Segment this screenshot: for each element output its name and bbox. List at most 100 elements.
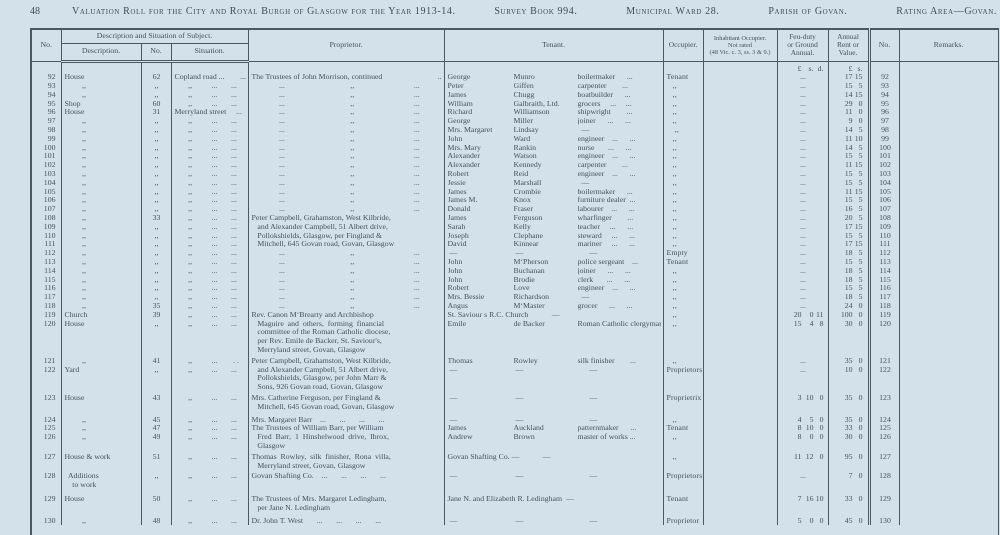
cell-feu-duty: ... xyxy=(776,249,829,259)
table-row-continuation: Mitchell, 645 Govan road, Govan, Glasgow xyxy=(30,402,999,412)
cell-annual-rent: 11 0 xyxy=(827,108,870,118)
cell-description xyxy=(60,328,142,338)
cell-feu-duty: 15 4 8 xyxy=(776,319,829,329)
cell-remarks xyxy=(898,275,999,285)
cell-description: ,, xyxy=(60,222,142,232)
cell-occupier: ,, xyxy=(662,266,704,276)
cell-roll-no: 123 xyxy=(867,391,900,403)
cell-roll-no: 97 xyxy=(867,117,900,127)
cell-feu-duty: ... xyxy=(776,90,829,100)
cell-roll-no: 100 xyxy=(867,143,900,153)
cell-annual-rent: 30 0 xyxy=(827,433,870,442)
cell-occupier: ,, xyxy=(662,240,704,250)
cell-description xyxy=(60,461,142,471)
cell-subject-no: 50 xyxy=(140,489,172,504)
cell-occupier: ,, xyxy=(662,117,704,127)
cell-situation xyxy=(170,61,249,74)
cell-inhabitant-occupier xyxy=(702,328,778,338)
cell-subject-no: ,, xyxy=(140,249,172,259)
cell-inhabitant-occupier xyxy=(702,134,778,144)
cell-roll-no: 111 xyxy=(867,240,900,250)
cell-inhabitant-occupier xyxy=(702,170,778,179)
cell-annual-rent xyxy=(827,503,870,513)
cell-remarks xyxy=(898,134,999,144)
cell-feu-duty: ... xyxy=(776,205,829,215)
table-row: 100 ,,,, ,, ... ......,,... Mrs. Mary Rank… xyxy=(30,143,999,153)
cell-tenant xyxy=(443,328,664,338)
cell-subject-no: ,, xyxy=(140,126,172,135)
cell-subject-no: ,, xyxy=(140,143,172,153)
cell-entry-no: 118 xyxy=(30,302,62,311)
cell-situation: ,, ... ... xyxy=(170,365,249,375)
cell-occupier: ,, xyxy=(662,99,704,109)
col-header-inhabitant: Inhabitant Occupier. Not rated (48 Vic. … xyxy=(702,28,778,62)
cell-proprietor: Sons, 926 Govan road, Govan, Glasgow xyxy=(247,383,445,392)
cell-entry-no: 121 xyxy=(30,354,62,366)
spacer-row xyxy=(30,525,999,535)
cell-description xyxy=(60,402,142,412)
cell-remarks xyxy=(898,126,999,135)
cell-description: ,, xyxy=(60,249,142,259)
cell-description xyxy=(60,441,142,451)
cell-feu-duty: ... xyxy=(776,284,829,294)
cell-annual-rent: 15 5 xyxy=(827,82,870,91)
cell-annual-rent: 18 5 xyxy=(827,266,870,276)
cell-proprietor: ...,,... xyxy=(247,266,445,276)
cell-proprietor: ...,,... xyxy=(247,196,445,206)
table-row-continuation: to work xyxy=(30,481,999,490)
cell-annual-rent: 20 5 xyxy=(827,214,870,223)
cell-inhabitant-occupier xyxy=(702,258,778,267)
cell-tenant: Thomas Rowley silk finisher ... xyxy=(443,354,664,366)
cell-entry-no: 105 xyxy=(30,187,62,197)
cell-remarks xyxy=(898,337,999,346)
cell-feu-duty xyxy=(776,328,829,338)
cell-remarks xyxy=(898,108,999,118)
cell-roll-no: 114 xyxy=(867,266,900,276)
cell-inhabitant-occupier xyxy=(702,99,778,109)
cell-inhabitant-occupier xyxy=(702,302,778,311)
cell-tenant: John Buchanan joiner ... ... xyxy=(443,266,664,276)
cell-description: ,, xyxy=(60,240,142,250)
table-row: 130 ,, 48 ,, ... ... Dr. John T. West ... … xyxy=(30,512,999,526)
cell-roll-no: 124 xyxy=(867,411,900,425)
cell-situation: ,, ... . . xyxy=(170,354,249,366)
cell-description: ,, xyxy=(60,512,142,526)
cell-entry-no: 97 xyxy=(30,117,62,127)
cell-remarks xyxy=(898,73,999,83)
cell-subject-no xyxy=(140,328,172,338)
cell-proprietor: Govan Shafting Co. ... ... ... ... xyxy=(247,470,445,482)
cell-subject-no: ,, xyxy=(140,161,172,171)
cell-inhabitant-occupier xyxy=(702,73,778,83)
cell-subject-no xyxy=(140,374,172,384)
table-row: 128 Additions,, ,, ... ... Govan Shafting… xyxy=(30,470,999,482)
cell-occupier: ,, xyxy=(662,284,704,294)
table-row: 99 ,,,, ,, ... ......,,... John Ward engine… xyxy=(30,134,999,144)
cell-remarks xyxy=(898,302,999,311)
cell-proprietor: Maguire and others, forming financial xyxy=(247,319,445,329)
cell-occupier: ,, xyxy=(662,178,704,188)
cell-subject-no: 33 xyxy=(140,214,172,223)
cell-roll-no xyxy=(867,374,900,384)
cell-entry-no: 117 xyxy=(30,293,62,303)
cell-proprietor: per Rev. Emile de Backer, St. Saviour's, xyxy=(247,337,445,346)
cell-subject-no: 60 xyxy=(140,99,172,109)
cell-proprietor: and Alexander Campbell, 51 Albert drive, xyxy=(247,365,445,375)
cell-situation: ,, ... ... xyxy=(170,489,249,504)
cell-roll-no: 93 xyxy=(867,82,900,91)
cell-inhabitant-occupier xyxy=(702,346,778,355)
cell-description xyxy=(60,337,142,346)
cell-entry-no: 115 xyxy=(30,275,62,285)
cell-roll-no: 116 xyxy=(867,284,900,294)
cell-description: ,, xyxy=(60,354,142,366)
cell-tenant: Mrs. Margaret Lindsay — xyxy=(443,126,664,135)
cell-description: House & work xyxy=(60,450,142,462)
cell-occupier: Tenant xyxy=(662,489,704,504)
cell-annual-rent: 35 0 xyxy=(827,411,870,425)
cell-feu-duty: ... xyxy=(776,266,829,276)
cell-description: ,, xyxy=(60,266,142,276)
cell-feu-duty xyxy=(776,346,829,355)
cell-entry-no: 109 xyxy=(30,222,62,232)
table-row: 94 ,,,, ,, ... ... ......,,...JamesChugg… xyxy=(30,90,999,100)
cell-feu-duty: ... xyxy=(776,73,829,83)
table-row-continuation: per Rev. Emile de Backer, St. Saviour's, xyxy=(30,337,999,346)
